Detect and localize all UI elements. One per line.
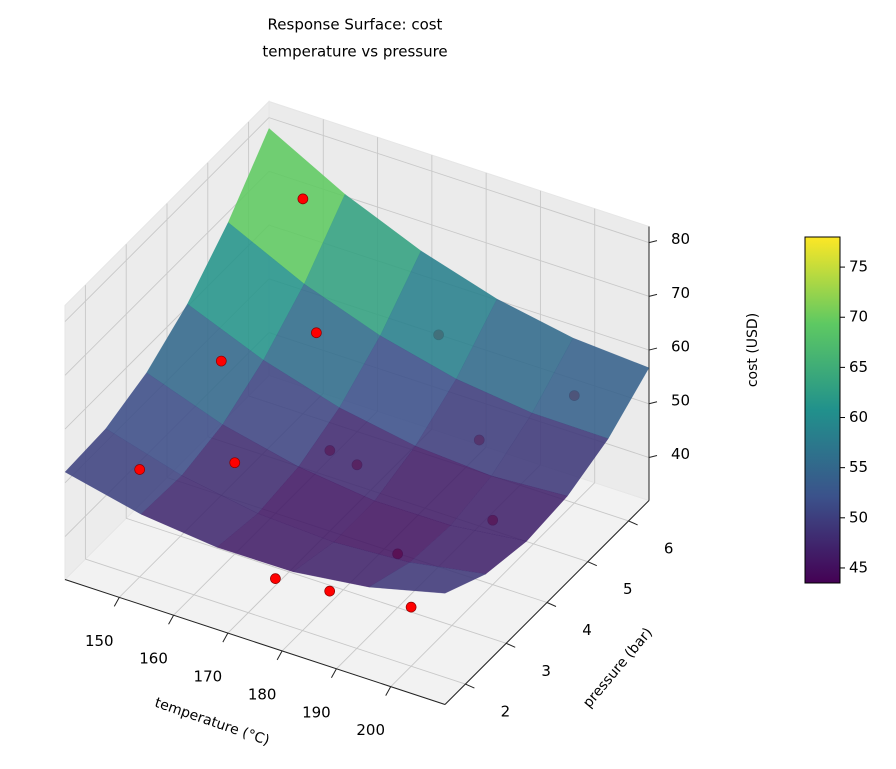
y-tick-label: 5 (623, 580, 633, 598)
x-tick-label: 180 (248, 685, 277, 703)
colorbar-tick-label: 45 (849, 558, 868, 576)
colorbar-tick-label: 60 (849, 408, 868, 426)
colorbar-tick-label: 75 (849, 258, 868, 276)
colorbar (804, 236, 841, 584)
colorbar-tick-label: 65 (849, 358, 868, 376)
z-tick (648, 347, 658, 351)
y-tick (587, 561, 598, 567)
x-tick (222, 632, 229, 643)
z-tick-label: 50 (671, 391, 690, 409)
y-tick (465, 683, 475, 689)
z-tick (648, 240, 658, 244)
x-tick (168, 614, 175, 625)
grid-line (64, 171, 270, 376)
x-tick-label: 190 (302, 703, 331, 721)
grid-line (64, 117, 270, 322)
y-tick (546, 602, 557, 607)
chart-title: temperature vs pressure (262, 43, 447, 61)
y-tick-label: 6 (664, 539, 674, 557)
x-tick (113, 597, 120, 607)
grid-line (268, 117, 650, 244)
grid-line (85, 558, 466, 685)
z-tick-label: 40 (671, 445, 690, 463)
data-point (134, 464, 146, 475)
data-point (405, 601, 417, 613)
z-tick (648, 455, 658, 459)
z-tick-label: 60 (671, 338, 690, 356)
data-point (311, 327, 322, 339)
z-tick (648, 293, 658, 297)
x-tick (276, 650, 283, 661)
grid-line (126, 517, 507, 644)
colorbar-tick-label: 50 (849, 508, 868, 526)
data-point (270, 573, 281, 584)
z-axis-label: cost (USD) (745, 313, 761, 387)
chart-title: Response Surface: cost (268, 16, 443, 34)
surface-face (368, 562, 487, 594)
data-point (324, 585, 336, 597)
data-point (297, 193, 309, 205)
x-tick-label: 160 (139, 650, 168, 668)
y-tick (505, 642, 516, 648)
x-axis (64, 579, 446, 705)
data-point (215, 355, 227, 367)
y-tick-label: 4 (582, 621, 592, 639)
z-tick-label: 80 (671, 230, 690, 248)
z-tick-label: 70 (671, 284, 690, 302)
x-tick-label: 200 (356, 721, 385, 739)
y-tick-label: 2 (501, 703, 511, 721)
y-tick-label: 3 (541, 662, 551, 680)
colorbar-tick-label: 55 (849, 458, 868, 476)
data-point (229, 457, 241, 469)
x-tick (330, 668, 337, 679)
x-tick (385, 686, 392, 696)
y-tick (628, 520, 638, 526)
x-tick-label: 170 (194, 668, 223, 686)
x-tick-label: 150 (85, 632, 114, 650)
colorbar-tick-label: 70 (849, 308, 868, 326)
z-tick (648, 401, 658, 405)
